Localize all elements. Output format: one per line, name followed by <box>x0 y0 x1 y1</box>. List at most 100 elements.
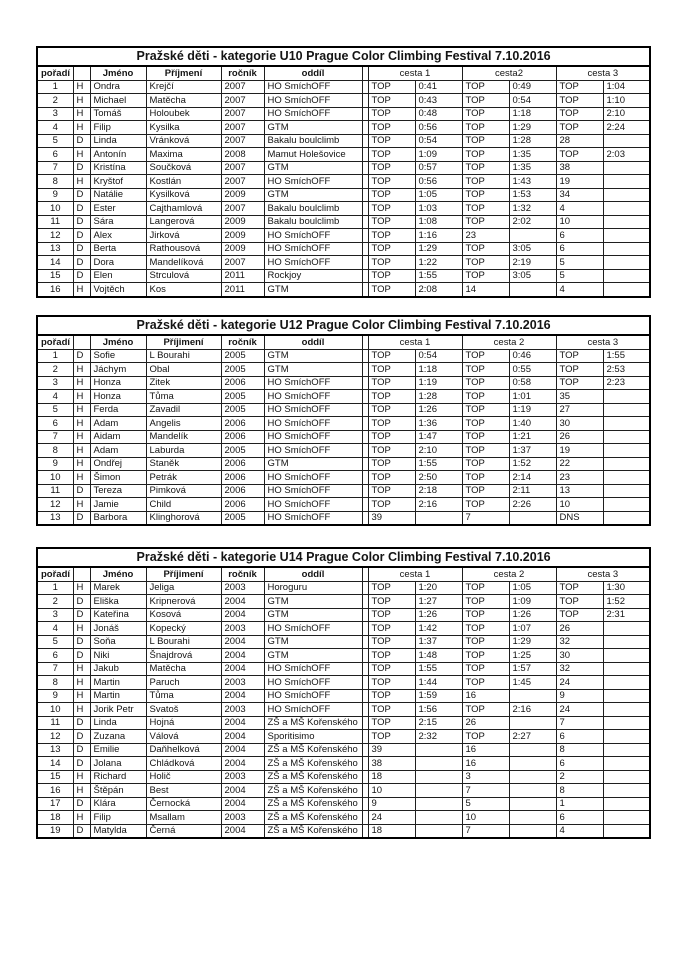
route3-result-cell: TOP <box>555 147 604 162</box>
rank-cell: 12 <box>36 729 74 744</box>
route1-result-cell: TOP <box>367 228 416 243</box>
rank-cell: 7 <box>36 160 74 175</box>
year-cell: 2011 <box>220 268 265 283</box>
firstname-cell: Tomáš <box>89 106 147 121</box>
club-cell: HO SmíchOFF <box>263 241 363 256</box>
table-row: 13 D Berta Rathousová 2009 HO SmíchOFF TOP 1:29… <box>36 241 651 256</box>
route2-time-cell: 3:05 <box>508 241 557 256</box>
route2-result-cell: 23 <box>461 228 510 243</box>
route1-time-cell: 1:55 <box>414 661 463 676</box>
table-row: 16 H Štěpán Best 2004 ZŠ a MŠ Kořenského 10 7 8 <box>36 783 651 798</box>
sex-cell: D <box>72 607 91 622</box>
route2-time-cell <box>508 756 557 771</box>
route3-result-cell: DNS <box>555 510 604 526</box>
route3-time-cell <box>602 402 651 417</box>
firstname-cell: Adam <box>89 443 147 458</box>
route2-result-cell: 7 <box>461 823 510 839</box>
route1-time-cell: 1:16 <box>414 228 463 243</box>
route1-result-cell: TOP <box>367 201 416 216</box>
table-row: 7 D Kristína Součková 2007 GTM TOP 0:57 TOP 1:35 3… <box>36 160 651 175</box>
route3-time-cell <box>602 729 651 744</box>
sex-cell: D <box>72 201 91 216</box>
route3-result-cell: 10 <box>555 214 604 229</box>
route2-result-cell: TOP <box>461 362 510 377</box>
route1-time-cell: 1:55 <box>414 456 463 471</box>
route3-result-cell: 8 <box>555 742 604 757</box>
route2-result-cell: TOP <box>461 268 510 283</box>
rank-cell: 8 <box>36 443 74 458</box>
route2-time-cell: 1:05 <box>508 580 557 595</box>
route1-result-cell: TOP <box>367 93 416 108</box>
route2-result-cell: TOP <box>461 160 510 175</box>
route3-result-cell: TOP <box>555 106 604 121</box>
route1-time-cell: 1:37 <box>414 634 463 649</box>
firstname-cell: Kateřina <box>89 607 147 622</box>
route3-result-cell: 4 <box>555 201 604 216</box>
rank-cell: 8 <box>36 174 74 189</box>
route2-time-cell: 1:57 <box>508 661 557 676</box>
route1-result-cell: TOP <box>367 120 416 135</box>
rank-cell: 4 <box>36 120 74 135</box>
route1-time-cell: 2:16 <box>414 497 463 512</box>
firstname-cell: Ondřej <box>89 456 147 471</box>
firstname-cell: Eliška <box>89 594 147 609</box>
route1-result-cell: TOP <box>367 648 416 663</box>
surname-cell: Kysilková <box>145 187 222 202</box>
route3-time-cell <box>602 634 651 649</box>
route1-result-cell: TOP <box>367 497 416 512</box>
sex-cell: H <box>72 120 91 135</box>
sex-cell: D <box>72 228 91 243</box>
firstname-cell: Vojtěch <box>89 282 147 297</box>
club-cell: ZŠ a MŠ Kořenského <box>263 742 363 757</box>
surname-cell: Maxima <box>145 147 222 162</box>
route1-result-cell: TOP <box>367 621 416 636</box>
route1-result-cell: TOP <box>367 348 416 363</box>
firstname-cell: Štěpán <box>89 783 147 798</box>
route3-result-cell: 10 <box>555 497 604 512</box>
col-header-jmeno: Jméno <box>89 566 147 582</box>
route1-result-cell: TOP <box>367 389 416 404</box>
route3-time-cell: 2:53 <box>602 362 651 377</box>
table-row: 8 H Martin Paruch 2003 HO SmíchOFF TOP 1:44 TOP 1… <box>36 675 651 690</box>
rank-cell: 10 <box>36 201 74 216</box>
year-cell: 2004 <box>220 594 265 609</box>
route3-result-cell: 32 <box>555 634 604 649</box>
year-cell: 2006 <box>220 470 265 485</box>
table-row: 14 D Dora Mandelíková 2007 HO SmíchOFF TOP 1:22… <box>36 255 651 270</box>
year-cell: 2004 <box>220 607 265 622</box>
route2-time-cell: 2:26 <box>508 497 557 512</box>
route3-result-cell: 24 <box>555 675 604 690</box>
surname-cell: Staněk <box>145 456 222 471</box>
rank-cell: 17 <box>36 796 74 811</box>
club-cell: Horoguru <box>263 580 363 595</box>
route2-time-cell: 0:49 <box>508 79 557 94</box>
sex-cell: D <box>72 715 91 730</box>
col-header-oddil: oddíl <box>263 566 363 582</box>
surname-cell: Jeliga <box>145 580 222 595</box>
sex-cell: H <box>72 443 91 458</box>
route3-result-cell: 22 <box>555 456 604 471</box>
year-cell: 2007 <box>220 79 265 94</box>
route1-result-cell: TOP <box>367 429 416 444</box>
route1-time-cell <box>414 783 463 798</box>
route2-result-cell: TOP <box>461 147 510 162</box>
table-row: 9 D Natálie Kysilková 2009 GTM TOP 1:05 TOP 1:53 3… <box>36 187 651 202</box>
club-cell: GTM <box>263 282 363 297</box>
surname-cell: Obal <box>145 362 222 377</box>
year-cell: 2005 <box>220 510 265 526</box>
route3-result-cell: TOP <box>555 79 604 94</box>
route1-time-cell: 2:15 <box>414 715 463 730</box>
route1-result-cell: TOP <box>367 187 416 202</box>
rank-cell: 1 <box>36 580 74 595</box>
sex-cell: D <box>72 823 91 839</box>
table-row: 3 H Honza Zitek 2006 HO SmíchOFF TOP 1:19 TOP 0:5… <box>36 375 651 390</box>
firstname-cell: Ondra <box>89 79 147 94</box>
surname-cell: Tůma <box>145 688 222 703</box>
table-row: 18 H Filip Msallam 2003 ZŠ a MŠ Kořenského 24 1… <box>36 810 651 825</box>
route1-time-cell: 1:56 <box>414 702 463 717</box>
route1-result-cell: TOP <box>367 241 416 256</box>
route1-time-cell: 1:26 <box>414 402 463 417</box>
sex-cell: D <box>72 796 91 811</box>
route2-time-cell: 1:29 <box>508 120 557 135</box>
rank-cell: 11 <box>36 214 74 229</box>
